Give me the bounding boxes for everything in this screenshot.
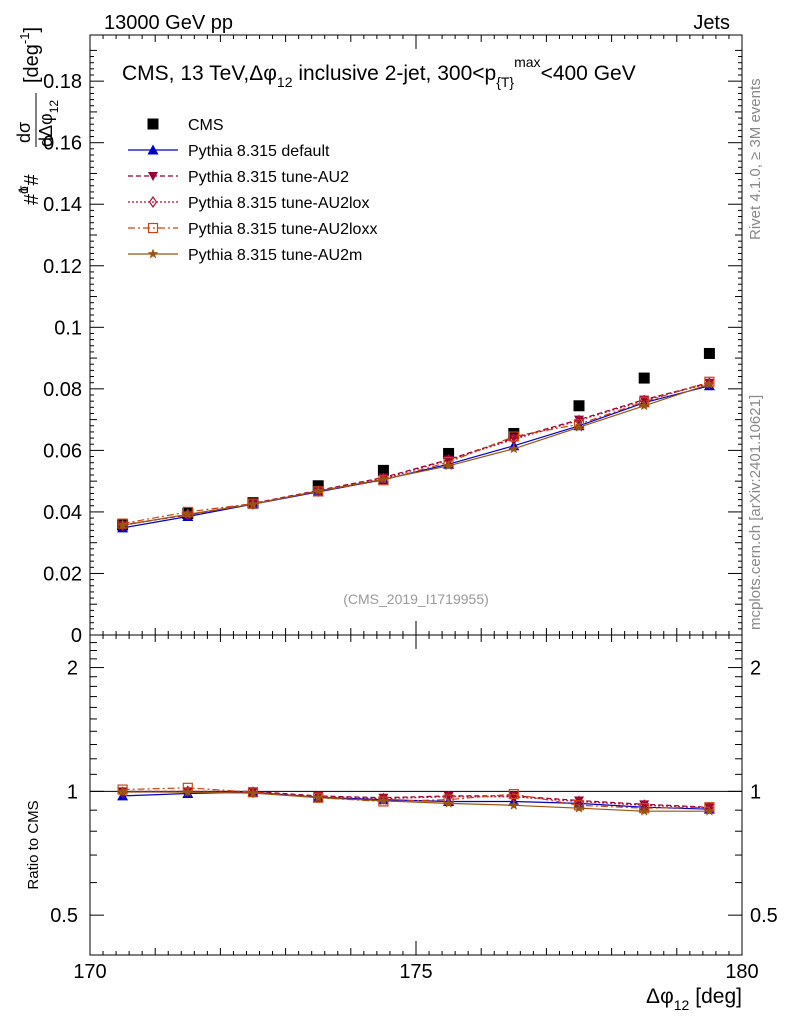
y-tick-label: 0.14	[43, 194, 82, 216]
ratio-axes: 170 175 180 0.5 0.5 1 1 2 2	[50, 635, 778, 983]
y-tick-label: 0.16	[43, 133, 82, 155]
beam-label: 13000 GeV pp	[104, 12, 233, 34]
ratio-y-tick-label: 2	[67, 658, 78, 680]
series-line-default	[122, 385, 710, 529]
ratio-y-tick-label-right: 1	[750, 781, 761, 803]
analysis-tag: (CMS_2019_I1719955)	[343, 591, 489, 607]
data-point-AU2m	[247, 498, 259, 509]
y-tick-label: 0.02	[43, 563, 82, 585]
series-line-AU2lox	[122, 382, 710, 527]
legend: CMS Pythia 8.315 default Pythia 8.315 tune…	[128, 117, 377, 264]
data-point-AU2lox	[248, 497, 258, 510]
data-point-AU2m	[117, 519, 128, 530]
legend-marker-AU2	[148, 172, 158, 181]
ratio-point-AU2m	[182, 786, 194, 797]
series-line-AU2m	[122, 383, 710, 526]
series-line-AU2loxx	[122, 381, 710, 525]
data-point-CMS	[573, 400, 585, 412]
ratio-line-AU2m	[122, 791, 710, 812]
ratio-point-AU2m	[704, 805, 715, 816]
data-point-CMS	[638, 372, 650, 384]
main-y-axis-label: #1σ# dσ dΔφ12 [deg-1]	[14, 27, 61, 205]
ratio-line-AU2loxx	[122, 787, 710, 809]
legend-label-default: Pythia 8.315 default	[188, 143, 330, 160]
ratio-point-AU2	[443, 791, 454, 801]
ratio-point-AU2m	[508, 799, 520, 810]
y-tick-label: 0.04	[43, 502, 82, 524]
data-point-CMS	[703, 347, 715, 359]
ratio-point-AU2lox	[183, 785, 193, 798]
legend-label-AU2m: Pythia 8.315 tune-AU2m	[188, 247, 362, 264]
ratio-point-AU2m	[638, 805, 650, 816]
data-point-AU2m	[638, 400, 650, 411]
ratio-point-AU2m	[443, 797, 454, 808]
y-tick-label: 0.06	[43, 440, 82, 462]
y-tick-label: 0.1	[54, 317, 82, 339]
ratio-series-layer	[117, 782, 715, 816]
ratio-point-AU2m	[378, 795, 389, 806]
x-tick-label: 170	[73, 961, 106, 983]
legend-label-CMS: CMS	[188, 117, 224, 134]
data-point-AU2m	[704, 378, 715, 389]
data-point-AU2m	[312, 485, 324, 496]
process-label: Jets	[693, 12, 730, 34]
ratio-y-tick-label: 0.5	[50, 905, 78, 927]
legend-marker-CMS	[147, 118, 159, 130]
data-point-AU2	[508, 434, 519, 444]
ratio-y-tick-label: 1	[67, 781, 78, 803]
legend-marker-AU2lox	[148, 195, 158, 209]
svg-text:#1σ#: #1σ#	[15, 173, 43, 205]
data-point-CMS	[377, 464, 389, 476]
y-tick-label: 0.12	[43, 256, 82, 278]
rivet-watermark: Rivet 4.1.0, ≥ 3M events	[747, 78, 764, 240]
y-tick-label: 0.08	[43, 379, 82, 401]
data-point-AU2loxx	[508, 431, 519, 442]
chart-title: CMS, 13 TeV,Δφ12 inclusive 2-jet, 300<p{…	[122, 54, 636, 90]
ratio-point-AU2m	[117, 786, 128, 797]
svg-text:dσ: dσ	[14, 122, 34, 143]
svg-text:dΔφ12: dΔφ12	[36, 100, 61, 147]
data-point-AU2lox	[379, 472, 388, 485]
ratio-line-AU2lox	[122, 790, 710, 809]
ratio-point-AU2m	[247, 787, 259, 798]
ratio-point-AU2m	[312, 792, 324, 803]
y-tick-label: 0.18	[43, 71, 82, 93]
series-line-AU2	[122, 382, 710, 526]
data-point-AU2m	[508, 443, 520, 454]
data-point-CMS	[443, 447, 455, 459]
data-point-AU2m	[378, 473, 389, 484]
ratio-y-tick-label-right: 0.5	[750, 905, 778, 927]
ratio-line-AU2	[122, 790, 710, 808]
legend-marker-AU2m	[147, 248, 159, 259]
legend-label-AU2: Pythia 8.315 tune-AU2	[188, 169, 349, 186]
legend-marker-AU2loxx	[147, 222, 159, 234]
x-tick-label: 175	[399, 961, 432, 983]
ratio-point-AU2	[639, 800, 650, 810]
legend-label-AU2loxx: Pythia 8.315 tune-AU2loxx	[188, 221, 377, 238]
data-point-AU2m	[573, 421, 585, 432]
main-axes: 0 0.02 0.04 0.06 0.08 0.1 0.12 0.14 0.16 0.18	[43, 35, 743, 647]
legend-label-AU2lox: Pythia 8.315 tune-AU2lox	[188, 195, 369, 212]
y-tick-label: 0	[71, 625, 82, 647]
data-point-AU2m	[182, 508, 194, 519]
ratio-point-AU2m	[573, 802, 585, 813]
data-point-AU2m	[443, 460, 454, 471]
mcplots-watermark: mcplots.cern.ch [arXiv:2401.10621]	[747, 395, 764, 630]
x-axis-label: Δφ12 [deg]	[646, 985, 742, 1013]
x-tick-label: 180	[725, 961, 758, 983]
legend-marker-default	[147, 144, 159, 155]
ratio-point-AU2loxx	[508, 788, 519, 800]
data-point-AU2lox	[705, 377, 714, 390]
svg-text:[deg-1]: [deg-1]	[17, 27, 43, 83]
series-layer	[117, 347, 715, 533]
ratio-y-axis-label: Ratio to CMS	[25, 800, 42, 889]
ratio-y-tick-label-right: 2	[750, 658, 761, 680]
